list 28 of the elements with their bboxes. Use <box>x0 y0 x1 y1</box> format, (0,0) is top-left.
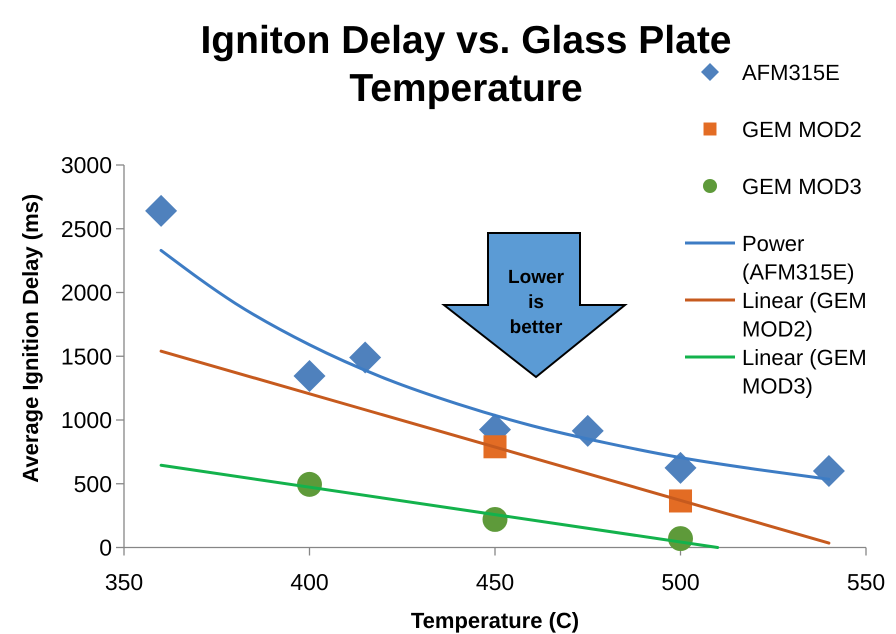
y-tick-label: 0 <box>99 534 112 560</box>
y-tick-label: 2500 <box>60 216 112 242</box>
x-tick-label: 350 <box>104 569 144 595</box>
point <box>664 452 696 484</box>
legend-label: GEM MOD2 <box>742 116 862 142</box>
y-tick-label: 1000 <box>60 407 112 433</box>
y-tick-label: 500 <box>74 470 112 497</box>
x-tick-label: 400 <box>290 569 329 595</box>
legend-label: Linear (GEM MOD3) <box>742 344 867 398</box>
y-axis-title: Average Ignition Delay (ms) <box>18 194 42 483</box>
legend-label: Linear (GEM MOD2) <box>742 288 867 341</box>
point <box>572 414 604 447</box>
y-tick-label: 2000 <box>60 280 112 306</box>
y-tick-label: 3000 <box>60 152 112 178</box>
point <box>812 455 845 487</box>
chart-title: Igniton Delay vs. Glass Plate Temperature <box>200 18 732 110</box>
legend-label: AFM315E <box>742 60 840 84</box>
point <box>145 194 178 227</box>
point <box>294 360 326 392</box>
x-tick-label: 550 <box>846 569 886 595</box>
y-tick-label: 1500 <box>60 343 112 370</box>
annotation: Lower is better <box>508 266 565 338</box>
x-tick-label: 450 <box>476 569 514 595</box>
legend-label: GEM MOD3 <box>742 174 862 198</box>
point <box>349 342 382 374</box>
x-axis-title: Temperature (C) <box>410 608 580 632</box>
x-tick-label: 500 <box>661 569 700 595</box>
legend-label: Power (AFM315E) <box>742 230 854 284</box>
